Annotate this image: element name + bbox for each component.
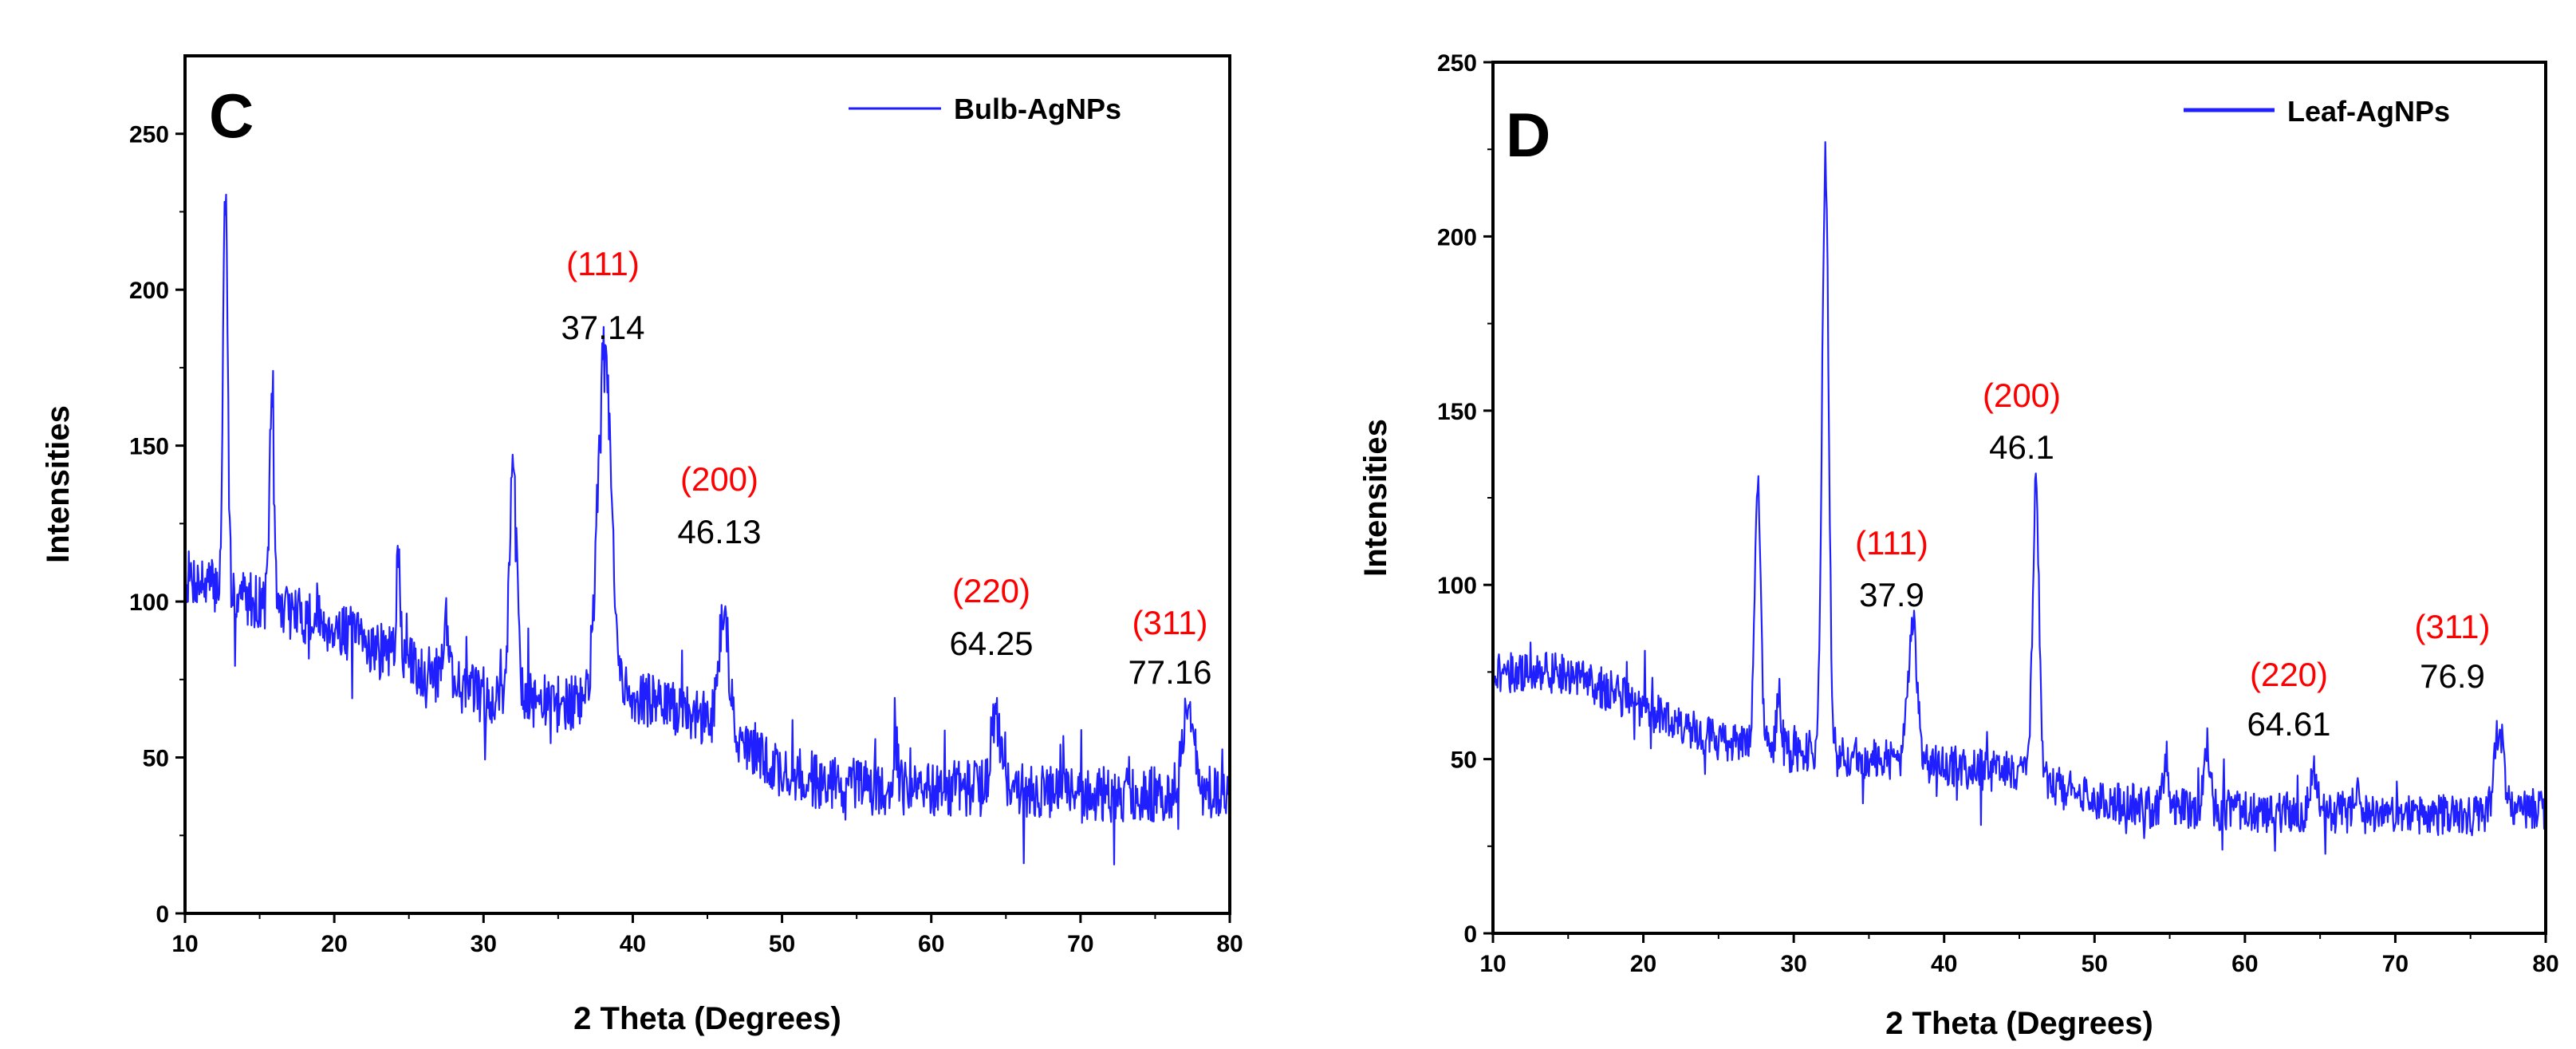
- x-tick-label: 20: [321, 931, 347, 957]
- x-tick-label: 70: [1067, 931, 1093, 957]
- panel-c-hkl-200: (200): [680, 460, 758, 498]
- y-tick-label: 0: [1463, 921, 1477, 948]
- x-tick-label: 80: [1216, 931, 1243, 957]
- y-tick-label: 100: [129, 590, 169, 616]
- panel-d-peak-311: 76.9: [2420, 657, 2485, 695]
- panel-c-peak-111: 37.14: [561, 309, 644, 346]
- y-tick-label: 250: [1437, 50, 1477, 77]
- x-tick-label: 30: [1780, 951, 1806, 977]
- panel-d-hkl-220: (220): [2250, 656, 2328, 693]
- panel-c-legend-label: Bulb-AgNPs: [954, 93, 1121, 125]
- y-tick-label: 250: [129, 122, 169, 148]
- y-tick-label: 200: [1437, 224, 1477, 250]
- x-tick-label: 40: [1931, 951, 1957, 977]
- y-tick-label: 150: [1437, 399, 1477, 425]
- x-tick-label: 10: [1479, 951, 1506, 977]
- panel-d-plot-frame: [1491, 61, 2547, 935]
- panel-c-hkl-220: (220): [952, 572, 1030, 609]
- panel-d-hkl-200: (200): [1983, 377, 2061, 414]
- y-tick-label: 0: [156, 901, 169, 928]
- y-tick-label: 200: [129, 278, 169, 304]
- x-tick-label: 50: [2082, 951, 2108, 977]
- panel-d-peak-annotations: (111) 37.9 (200) 46.1 (220) 64.61 (311) …: [1855, 377, 2490, 743]
- panel-c-plot-frame: [183, 54, 1231, 915]
- panel-d-y-axis-title: Intensities: [1358, 419, 1393, 577]
- x-tick-label: 30: [471, 931, 497, 957]
- panel-d-tick-labels: 10 20 30 40 50 60 70 80 0 50 100 150 200 250: [1437, 50, 2559, 977]
- panel-d-hkl-311: (311): [2415, 608, 2491, 645]
- x-tick-label: 60: [918, 931, 944, 957]
- x-tick-label: 20: [1630, 951, 1656, 977]
- panel-c-y-axis-title: Intensities: [41, 405, 76, 563]
- panel-d-peak-220: 64.61: [2247, 705, 2330, 743]
- panel-c: 10 20 30 40 50 60 70 80 0 50 100 150 200 250 C Bulb-A…: [41, 54, 1243, 1036]
- panel-d-x-axis-title: 2 Theta (Degrees): [1885, 1006, 2153, 1041]
- panel-c-peak-311: 77.16: [1128, 653, 1211, 691]
- y-tick-label: 50: [143, 746, 169, 772]
- panel-d-legend-label: Leaf-AgNPs: [2287, 95, 2450, 128]
- panel-c-tick-labels: 10 20 30 40 50 60 70 80 0 50 100 150 200 250: [129, 122, 1243, 957]
- x-tick-label: 70: [2382, 951, 2409, 977]
- panel-c-legend: Bulb-AgNPs: [849, 93, 1121, 125]
- panel-d-label: D: [1506, 100, 1550, 170]
- panel-d-hkl-111: (111): [1855, 524, 1928, 562]
- panel-d-peak-200: 46.1: [1989, 428, 2054, 466]
- panel-c-hkl-311: (311): [1132, 604, 1208, 641]
- x-tick-label: 80: [2532, 951, 2558, 977]
- panel-c-x-axis-title: 2 Theta (Degrees): [573, 1001, 841, 1036]
- y-tick-label: 50: [1451, 747, 1477, 774]
- panel-c-peak-annotations: (111) 37.14 (200) 46.13 (220) 64.25 (311…: [561, 245, 1211, 691]
- x-tick-label: 60: [2231, 951, 2258, 977]
- panel-d-legend: Leaf-AgNPs: [2184, 95, 2450, 128]
- y-tick-label: 150: [129, 434, 169, 460]
- panel-c-label: C: [209, 81, 254, 151]
- panel-c-peak-220: 64.25: [949, 625, 1033, 662]
- y-tick-label: 100: [1437, 573, 1477, 599]
- x-tick-label: 10: [171, 931, 198, 957]
- panel-d-series-line: [1491, 141, 2547, 855]
- panel-c-peak-200: 46.13: [677, 513, 761, 550]
- x-tick-label: 40: [620, 931, 646, 957]
- panel-d-peak-111: 37.9: [1859, 576, 1924, 613]
- panel-c-series-line: [183, 193, 1231, 866]
- x-tick-label: 50: [769, 931, 795, 957]
- panel-c-hkl-111: (111): [566, 245, 640, 282]
- panel-d: 10 20 30 40 50 60 70 80 0 50 100 150 200 250 D Leaf-A…: [1358, 50, 2559, 1041]
